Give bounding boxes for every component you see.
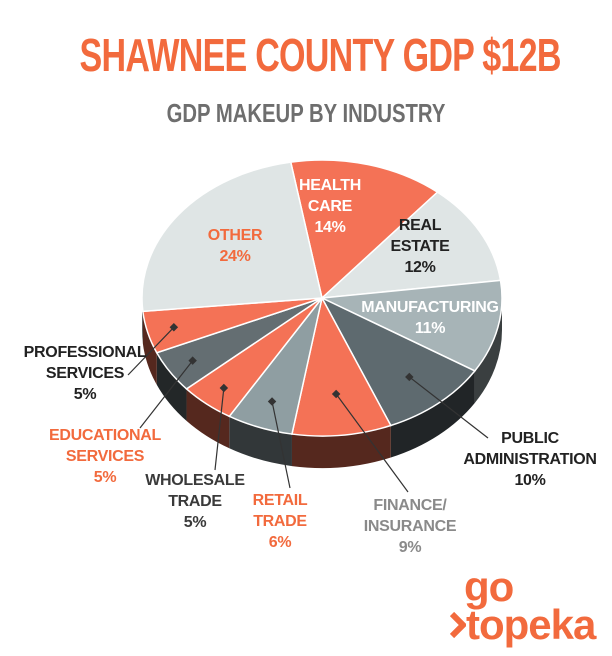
slice-label: EDUCATIONAL SERVICES 5% (40, 425, 170, 488)
leader-line (271, 401, 291, 489)
slice-label: HEALTH CARE 14% (290, 175, 370, 238)
slice (319, 191, 502, 299)
slice (289, 159, 439, 300)
logo-chevron (450, 612, 466, 638)
leader-dot (267, 397, 277, 406)
slice-label: WHOLESALE TRADE 5% (145, 470, 245, 533)
logo: go topeka (450, 563, 596, 648)
category-label: WHOLESALE TRADE (145, 472, 245, 510)
slice-label: PROFESSIONAL SERVICES 5% (20, 342, 150, 405)
category-label: HEALTH CARE (299, 177, 361, 215)
value-label: 11% (414, 320, 446, 337)
value-label: 24% (219, 248, 251, 265)
leader-line (139, 360, 194, 429)
leader-line (408, 376, 489, 439)
value-label: 5% (73, 386, 97, 403)
slice-label: PUBLIC ADMINISTRATION 10% (455, 428, 605, 491)
leader-dot (219, 383, 229, 393)
category-label: RETAIL TRADE (252, 492, 308, 530)
leader-dot (331, 389, 341, 399)
category-label: PUBLIC ADMINISTRATION (463, 430, 597, 468)
slice (291, 295, 392, 437)
category-label: MANUFACTURING (361, 299, 499, 316)
value-label: 12% (404, 259, 436, 276)
value-label: 5% (183, 514, 207, 531)
slice-label: FINANCE/ INSURANCE 9% (355, 495, 465, 558)
leader-line (335, 393, 409, 493)
leader-dot (188, 356, 197, 365)
category-label: EDUCATIONAL SERVICES (49, 427, 161, 465)
logo-row: topeka (450, 601, 596, 648)
value-label: 14% (314, 219, 346, 236)
value-label: 5% (93, 469, 117, 486)
chart-title: SHAWNEE COUNTY GDP $12B (79, 29, 562, 81)
category-label: REAL ESTATE (390, 217, 450, 255)
category-label: FINANCE/ INSURANCE (363, 497, 457, 535)
leader-line (214, 387, 225, 471)
slice-label: OTHER 24% (185, 225, 285, 267)
slice (319, 279, 503, 372)
slice (141, 161, 323, 313)
leader-dot (405, 372, 414, 382)
logo-bottom: topeka (466, 601, 596, 648)
slice-label: REAL ESTATE 12% (375, 215, 465, 278)
slice-side (229, 416, 292, 467)
leader-line (127, 326, 175, 376)
slice-label: MANUFACTURING 11% (360, 297, 500, 339)
slice (320, 296, 477, 427)
chart-subtitle: GDP MAKEUP BY INDUSTRY (166, 98, 446, 128)
value-label: 9% (398, 539, 422, 556)
value-label: 10% (514, 472, 546, 489)
value-label: 6% (268, 534, 292, 551)
slice-side (474, 298, 502, 403)
slice-label: RETAIL TRADE 6% (240, 490, 320, 553)
category-label: OTHER (207, 227, 263, 244)
logo-top: go (464, 563, 514, 610)
leader-dot (169, 323, 179, 332)
category-label: PROFESSIONAL SERVICES (23, 344, 147, 382)
